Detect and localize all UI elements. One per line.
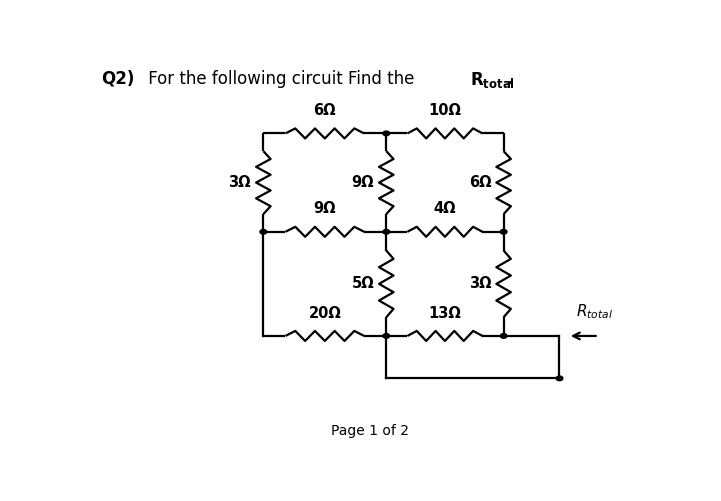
Circle shape — [383, 334, 389, 338]
Text: 6Ω: 6Ω — [314, 103, 336, 118]
Text: .: . — [506, 70, 513, 88]
Text: $\mathbf{R_{total}}$: $\mathbf{R_{total}}$ — [470, 70, 515, 90]
Text: $R_{total}$: $R_{total}$ — [576, 302, 613, 321]
Text: Q2): Q2) — [101, 70, 135, 88]
Circle shape — [383, 131, 389, 136]
Text: 3Ω: 3Ω — [229, 175, 251, 190]
Circle shape — [556, 376, 563, 381]
Text: 10Ω: 10Ω — [428, 103, 461, 118]
Text: 4Ω: 4Ω — [434, 201, 456, 216]
Text: 9Ω: 9Ω — [351, 175, 374, 190]
Circle shape — [260, 229, 267, 234]
Text: 5Ω: 5Ω — [351, 277, 374, 292]
Text: 20Ω: 20Ω — [309, 306, 341, 321]
Circle shape — [500, 334, 507, 338]
Text: 9Ω: 9Ω — [314, 201, 336, 216]
Circle shape — [500, 229, 507, 234]
Text: Page 1 of 2: Page 1 of 2 — [330, 424, 409, 438]
Text: For the following circuit Find the: For the following circuit Find the — [143, 70, 420, 88]
Circle shape — [383, 229, 389, 234]
Text: 13Ω: 13Ω — [428, 306, 461, 321]
Text: 3Ω: 3Ω — [469, 277, 491, 292]
Text: 6Ω: 6Ω — [469, 175, 491, 190]
